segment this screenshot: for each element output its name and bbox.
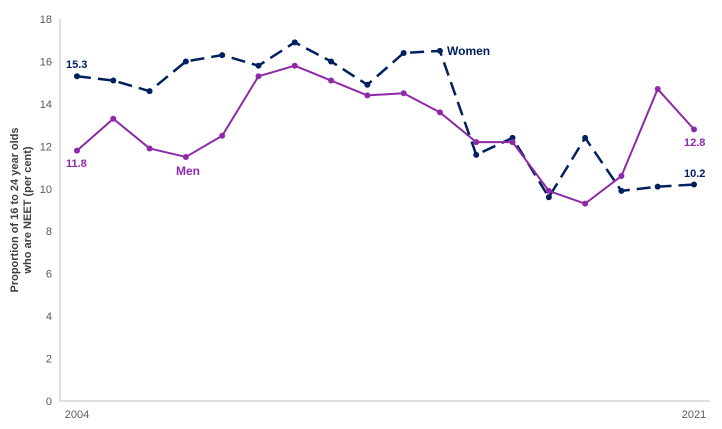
men-data-point — [582, 200, 589, 207]
men-data-point — [400, 90, 407, 97]
women-series — [74, 39, 697, 201]
y-tick-label: 4 — [46, 311, 52, 323]
women-data-point — [545, 194, 552, 201]
men-data-point — [545, 187, 552, 194]
y-tick-label: 14 — [40, 99, 52, 111]
men-series — [74, 62, 697, 207]
women-end-value-label: 10.2 — [684, 168, 705, 180]
women-data-point — [582, 134, 589, 141]
men-start-value-label: 11.8 — [66, 158, 87, 170]
women-data-point — [110, 77, 117, 84]
x-tick-label-start: 2004 — [65, 409, 89, 421]
women-data-point — [691, 181, 697, 188]
women-data-point — [436, 47, 443, 54]
women-data-point — [654, 183, 661, 190]
men-data-point — [291, 62, 298, 69]
men-data-point — [328, 77, 335, 84]
y-tick-label: 12 — [40, 141, 52, 153]
men-data-point — [364, 92, 371, 99]
y-tick-label: 18 — [40, 14, 52, 26]
men-series-line — [76, 64, 695, 205]
men-data-point — [618, 173, 625, 180]
women-data-point — [219, 52, 226, 59]
women-series-line — [76, 41, 695, 199]
women-data-point — [74, 73, 80, 80]
women-data-point — [146, 88, 153, 95]
men-data-point — [509, 139, 516, 146]
x-tick-label-end: 2021 — [682, 409, 706, 421]
men-data-point — [436, 109, 443, 116]
y-axis-title: Proportion of 16 to 24 year olds who are… — [9, 127, 34, 292]
men-data-point — [74, 147, 80, 154]
men-data-point — [654, 86, 661, 93]
men-data-point — [110, 115, 117, 122]
y-tick-label: 0 — [46, 396, 52, 408]
women-series-label: Women — [447, 44, 490, 58]
women-data-point — [182, 58, 189, 65]
women-data-point — [473, 151, 480, 158]
women-data-point — [328, 58, 335, 65]
men-series-label: Men — [176, 164, 200, 178]
y-tick-label: 6 — [46, 269, 52, 281]
women-data-point — [509, 134, 516, 141]
women-data-point — [400, 49, 407, 56]
men-data-point — [182, 153, 189, 160]
y-axis-title-line-1: Proportion of 16 to 24 year olds — [9, 127, 21, 292]
women-data-point — [364, 81, 371, 88]
men-data-point — [473, 139, 480, 146]
women-data-point — [618, 187, 625, 194]
series-layer — [74, 39, 697, 207]
men-data-point — [255, 73, 262, 80]
women-start-value-label: 15.3 — [66, 59, 87, 71]
y-axis-title-line-2: who are NEET (per cent) — [22, 146, 34, 274]
y-tick-label: 10 — [40, 184, 52, 196]
y-tick-label: 2 — [46, 354, 52, 366]
y-tick-label: 8 — [46, 226, 52, 238]
men-end-value-label: 12.8 — [684, 137, 705, 149]
men-data-point — [146, 145, 153, 152]
men-data-point — [691, 126, 697, 133]
women-data-point — [255, 62, 262, 69]
women-data-point — [291, 39, 298, 46]
y-tick-label: 16 — [40, 56, 52, 68]
men-data-point — [219, 132, 226, 139]
y-axis-ticks: 0 2 4 6 8 10 12 14 16 18 — [40, 14, 52, 408]
